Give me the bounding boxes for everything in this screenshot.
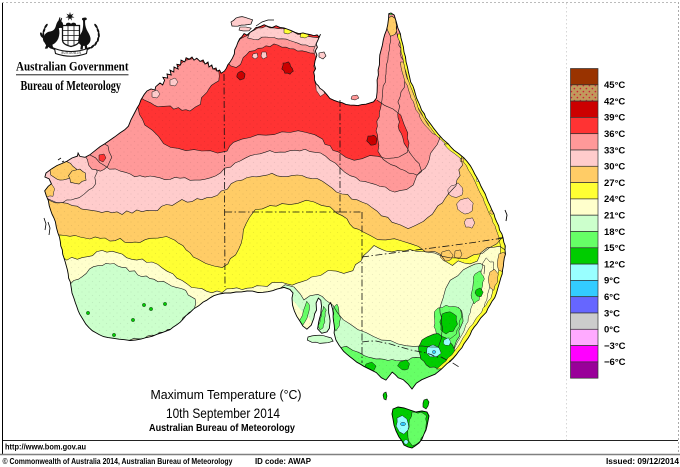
svg-text:18°C: 18°C (604, 227, 625, 238)
svg-text:Australian Bureau of Meteorolo: Australian Bureau of Meteorology (149, 423, 295, 434)
svg-text:24°C: 24°C (604, 194, 625, 205)
svg-text:−3°C: −3°C (604, 341, 626, 352)
svg-text:AUSTRALIA: AUSTRALIA (61, 51, 82, 55)
svg-text:45°C: 45°C (604, 80, 625, 91)
svg-text:39°C: 39°C (604, 113, 625, 124)
svg-text:42°C: 42°C (604, 96, 625, 107)
svg-text:12°C: 12°C (604, 259, 625, 270)
svg-text:33°C: 33°C (604, 145, 625, 156)
svg-text:36°C: 36°C (604, 129, 625, 140)
svg-text:ID code: AWAP: ID code: AWAP (255, 457, 311, 466)
svg-text:Bureau of Meteorology: Bureau of Meteorology (21, 78, 122, 93)
svg-text:10th September 2014: 10th September 2014 (166, 406, 280, 421)
svg-text:9°C: 9°C (604, 276, 620, 287)
svg-text:Australian Government: Australian Government (16, 60, 129, 74)
svg-text:21°C: 21°C (604, 211, 625, 222)
svg-text:Maximum Temperature (°C): Maximum Temperature (°C) (151, 387, 302, 402)
svg-text:15°C: 15°C (604, 243, 625, 254)
svg-text:27°C: 27°C (604, 178, 625, 189)
svg-text:© Commonwealth of Australia 20: © Commonwealth of Australia 2014, Austra… (3, 457, 234, 466)
svg-text:6°C: 6°C (604, 292, 620, 303)
svg-text:30°C: 30°C (604, 162, 625, 173)
svg-text:Issued: 09/12/2014: Issued: 09/12/2014 (606, 457, 680, 466)
svg-text:http://www.bom.gov.au: http://www.bom.gov.au (5, 443, 86, 452)
svg-text:−6°C: −6°C (604, 357, 626, 368)
svg-text:3°C: 3°C (604, 308, 620, 319)
svg-text:0°C: 0°C (604, 325, 620, 336)
